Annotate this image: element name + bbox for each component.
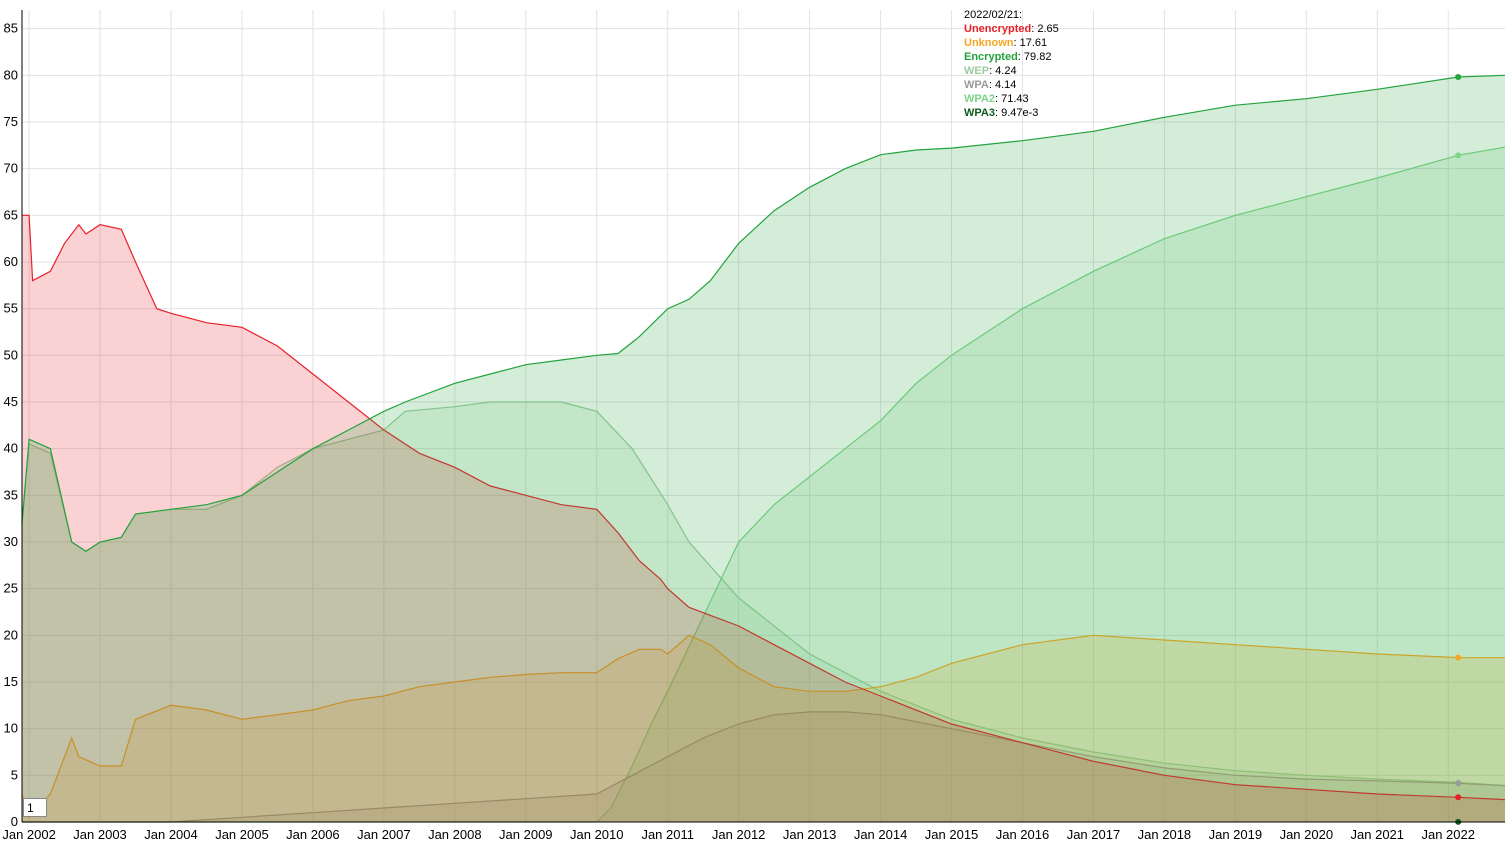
legend-date: 2022/02/21:	[964, 9, 1023, 21]
x-tick-label: Jan 2013	[783, 827, 837, 842]
area-wpa	[22, 711, 1505, 822]
roll-period-input[interactable]	[23, 798, 47, 817]
y-tick-label: 5	[11, 767, 18, 782]
legend-series-name: Unknown	[964, 37, 1014, 49]
y-tick-label: 85	[4, 21, 18, 36]
y-tick-label: 10	[4, 721, 18, 736]
y-tick-label: 70	[4, 161, 18, 176]
y-tick-label: 30	[4, 534, 18, 549]
x-tick-label: Jan 2007	[357, 827, 411, 842]
legend-rows: Unencrypted: 2.65 Unknown: 17.61 Encrypted…	[964, 22, 1059, 120]
x-tick-label: Jan 2021	[1351, 827, 1405, 842]
area-unencrypted	[22, 215, 1505, 823]
line-encrypted	[21, 74, 1506, 553]
x-tick-label: Jan 2002	[2, 827, 56, 842]
highlight-point-wpa	[1455, 780, 1462, 787]
area-wpa2	[22, 147, 1505, 822]
x-tick-label: Jan 2003	[73, 827, 127, 842]
x-tick-label: Jan 2019	[1209, 827, 1263, 842]
y-tick-label: 65	[4, 207, 18, 222]
x-tick-label: Jan 2012	[712, 827, 766, 842]
x-tick-label: Jan 2010	[570, 827, 624, 842]
x-tick-label: Jan 2015	[925, 827, 979, 842]
x-tick-label: Jan 2011	[641, 827, 694, 842]
y-tick-label: 0	[11, 814, 18, 829]
legend-series-value: : 17.61	[1013, 37, 1048, 49]
x-tick-label: Jan 2022	[1421, 827, 1475, 842]
x-tick-label: Jan 2009	[499, 827, 553, 842]
y-tick-label: 50	[4, 347, 18, 362]
legend-series-value: : 9.47e-3	[994, 107, 1039, 119]
y-tick-label: 60	[4, 254, 18, 269]
y-tick-label: 15	[4, 674, 18, 689]
x-tick-label: Jan 2018	[1138, 827, 1192, 842]
x-tick-label: Jan 2017	[1067, 827, 1121, 842]
line-wpa2	[22, 146, 1506, 823]
y-tick-label: 35	[4, 487, 18, 502]
legend-row-unknown: Unknown: 17.61	[964, 36, 1059, 50]
y-tick-label: 75	[4, 114, 18, 129]
y-tick-label: 20	[4, 627, 18, 642]
area-wep	[22, 402, 1505, 822]
legend-row-wpa: WPA: 4.14	[964, 78, 1059, 92]
y-tick-label: 45	[4, 394, 18, 409]
legend-series-name: WPA	[964, 79, 989, 91]
legend-series-value: : 2.65	[1031, 23, 1059, 35]
y-tick-label: 80	[4, 67, 18, 82]
highlight-point-unencrypted	[1455, 794, 1462, 801]
x-tick-label: Jan 2006	[286, 827, 340, 842]
legend-row-wpa2: WPA2: 71.43	[964, 92, 1059, 106]
legend-row-encrypted: Encrypted: 79.82	[964, 50, 1059, 64]
legend-series-name: WPA2	[964, 93, 995, 105]
highlight-point-encrypted	[1455, 74, 1462, 81]
y-tick-label: 40	[4, 441, 18, 456]
x-tick-label: Jan 2016	[996, 827, 1050, 842]
area-unknown	[22, 635, 1505, 822]
legend: 2022/02/21: Unencrypted: 2.65 Unknown: 17…	[964, 8, 1059, 120]
legend-series-name: Unencrypted	[964, 23, 1032, 35]
x-tick-label: Jan 2005	[215, 827, 269, 842]
highlight-point-wpa2	[1455, 152, 1462, 159]
line-wpa	[22, 711, 1506, 823]
area-encrypted	[22, 75, 1505, 823]
legend-series-name: Encrypted	[964, 51, 1018, 63]
legend-row-wpa3: WPA3: 9.47e-3	[964, 106, 1059, 120]
x-tick-label: Jan 2008	[428, 827, 482, 842]
line-unknown	[21, 634, 1506, 819]
legend-series-value: : 4.14	[988, 79, 1017, 91]
legend-series-name: WPA3	[964, 107, 995, 119]
x-tick-label: Jan 2004	[144, 827, 198, 842]
legend-series-value: : 4.24	[989, 65, 1017, 77]
legend-row-unencrypted: Unencrypted: 2.65	[964, 22, 1059, 36]
line-unencrypted	[22, 214, 1506, 801]
y-tick-label: 25	[4, 581, 18, 596]
highlight-point-unknown	[1455, 654, 1462, 661]
plot-background	[22, 10, 1505, 822]
legend-series-value: : 79.82	[1017, 51, 1052, 63]
x-tick-label: Jan 2020	[1280, 827, 1334, 842]
legend-row-wep: WEP: 4.24	[964, 64, 1059, 78]
legend-series-name: WEP	[964, 65, 990, 77]
x-tick-label: Jan 2014	[854, 827, 908, 842]
y-tick-label: 55	[4, 301, 18, 316]
legend-series-value: : 71.43	[994, 93, 1029, 105]
